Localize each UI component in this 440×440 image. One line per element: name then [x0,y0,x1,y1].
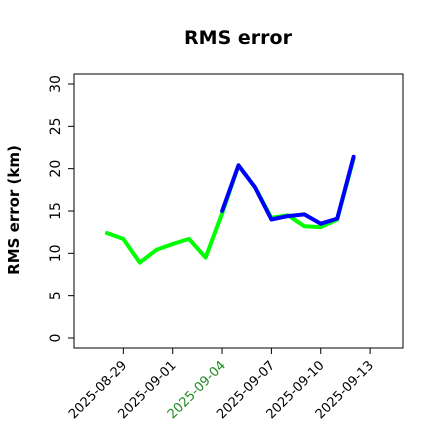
plot-frame [73,73,404,349]
y-tick-label: 0 [48,334,64,343]
x-axis: 2025-08-292025-09-012025-09-042025-09-07… [66,347,377,422]
series-layer [104,154,356,265]
y-axis: 0 5 10 15 20 25 30 [48,75,75,343]
y-tick-label: 20 [48,160,64,178]
y-tick-label: 15 [48,202,64,220]
y-axis-label: RMS error (km) [5,145,23,275]
y-tick-label: 10 [48,244,64,262]
series-line-2 [220,154,356,226]
y-tick-label: 30 [48,75,64,93]
chart-title: RMS error [184,27,293,49]
series-line-1 [104,156,356,265]
y-tick-label: 25 [48,117,64,135]
y-tick-label: 5 [48,291,64,300]
